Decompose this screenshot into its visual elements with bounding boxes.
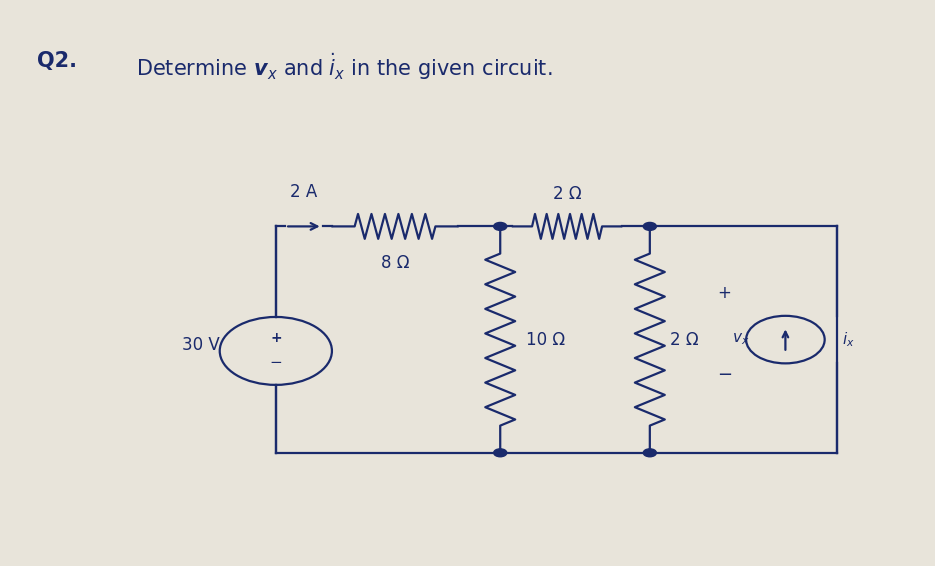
Circle shape <box>494 222 507 230</box>
Text: $i_x$: $i_x$ <box>842 330 854 349</box>
Text: 10 Ω: 10 Ω <box>526 331 566 349</box>
Text: $v_x$: $v_x$ <box>732 332 750 348</box>
Text: +: + <box>718 284 731 302</box>
Text: 2 Ω: 2 Ω <box>670 331 699 349</box>
Text: Q2.: Q2. <box>37 51 78 71</box>
Circle shape <box>494 449 507 457</box>
Text: −: − <box>717 366 732 384</box>
Text: 30 V: 30 V <box>182 336 220 354</box>
Text: 2 A: 2 A <box>290 183 318 201</box>
Circle shape <box>643 449 656 457</box>
Circle shape <box>643 222 656 230</box>
Text: +: + <box>270 331 281 345</box>
Text: 2 Ω: 2 Ω <box>553 185 582 203</box>
Text: −: − <box>269 355 282 370</box>
Text: Determine $\boldsymbol{v}_x$ and $\boldsymbol{\dot{i}}_x$ in the given circuit.: Determine $\boldsymbol{v}_x$ and $\bolds… <box>136 51 552 82</box>
Text: 8 Ω: 8 Ω <box>381 254 410 272</box>
